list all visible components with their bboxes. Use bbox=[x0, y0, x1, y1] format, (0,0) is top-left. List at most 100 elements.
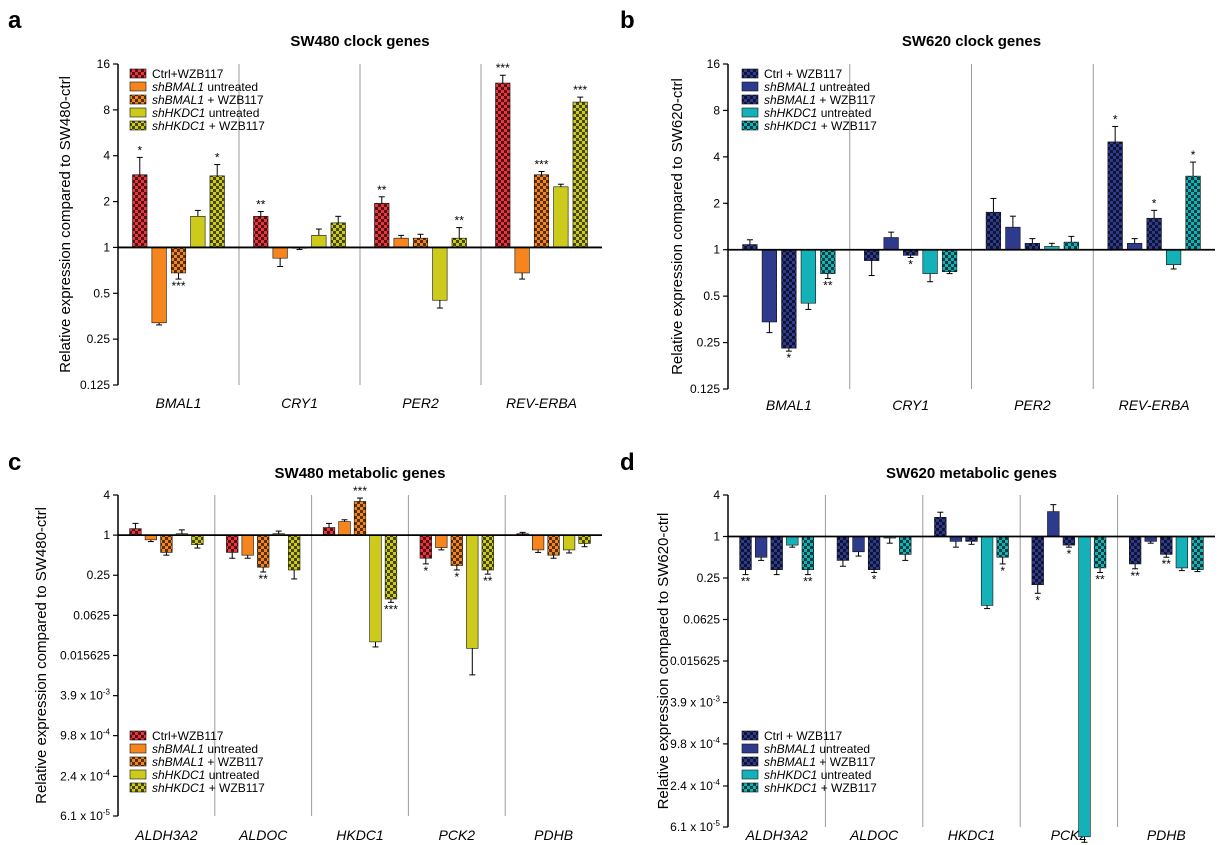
bar bbox=[801, 536, 815, 570]
bar bbox=[435, 534, 448, 548]
bar bbox=[384, 534, 398, 600]
legend-swatch bbox=[129, 94, 147, 105]
panel-letter: d bbox=[620, 449, 635, 476]
bar bbox=[1146, 217, 1162, 251]
bar bbox=[257, 534, 270, 568]
bar bbox=[553, 186, 569, 248]
y-tick-label: 9.8 x 10-4 bbox=[670, 736, 720, 751]
significance-label: *** bbox=[171, 279, 185, 293]
significance-label: *** bbox=[534, 158, 548, 172]
bar bbox=[883, 237, 899, 251]
bar bbox=[739, 536, 752, 570]
panel-letter: b bbox=[620, 7, 635, 34]
significance-label: * bbox=[454, 570, 459, 584]
significance-label: *** bbox=[573, 83, 587, 97]
y-tick-label: 1 bbox=[713, 529, 720, 543]
bar bbox=[1093, 536, 1107, 569]
legend-swatch bbox=[741, 107, 759, 118]
legend-entry: shHKDC1 + WZB117 bbox=[152, 781, 265, 795]
x-category-label: PER2 bbox=[1014, 397, 1051, 413]
significance-label: * bbox=[1000, 564, 1005, 578]
legend-swatch bbox=[129, 782, 147, 793]
y-tick-label: 9.8 x 10-4 bbox=[60, 728, 110, 743]
bar bbox=[1175, 536, 1189, 569]
bar bbox=[1185, 175, 1201, 251]
significance-label: * bbox=[1191, 148, 1196, 162]
bar bbox=[836, 536, 850, 561]
legend-entry: shBMAL1 + WZB117 bbox=[152, 755, 264, 769]
bar bbox=[578, 534, 591, 544]
y-tick-label: 0.0625 bbox=[73, 608, 110, 622]
y-axis-label: Relative expression compared to SW480-ct… bbox=[57, 76, 74, 373]
bar bbox=[1107, 141, 1123, 251]
legend-swatch bbox=[129, 68, 147, 79]
bar bbox=[466, 534, 479, 649]
y-tick-label: 0.25 bbox=[697, 571, 721, 585]
y-tick-label: 4 bbox=[103, 488, 110, 502]
y-tick-label: 16 bbox=[97, 57, 111, 71]
bar bbox=[330, 222, 346, 248]
x-category-label: BMAL1 bbox=[156, 395, 202, 411]
bar bbox=[353, 501, 367, 536]
legend-entry: shBMAL1 untreated bbox=[764, 742, 870, 756]
y-tick-label: 4 bbox=[713, 150, 720, 164]
y-tick-label: 6.1 x 10-5 bbox=[60, 808, 110, 823]
bar bbox=[996, 536, 1009, 558]
significance-label: *** bbox=[353, 484, 367, 498]
significance-label: ** bbox=[483, 574, 493, 588]
bar bbox=[980, 536, 994, 606]
bar bbox=[800, 249, 816, 304]
legend-swatch bbox=[129, 769, 147, 780]
significance-label: ** bbox=[377, 183, 387, 197]
legend-swatch bbox=[741, 730, 759, 741]
chart-title: SW620 metabolic genes bbox=[886, 465, 1057, 482]
bar bbox=[761, 249, 778, 323]
bar bbox=[451, 237, 467, 248]
bar bbox=[1127, 243, 1143, 251]
y-tick-label: 1 bbox=[103, 240, 110, 254]
bar bbox=[369, 534, 382, 643]
bar bbox=[129, 528, 142, 536]
y-tick-label: 8 bbox=[103, 103, 110, 117]
y-tick-label: 3.9 x 10-3 bbox=[60, 688, 110, 703]
bar bbox=[562, 534, 576, 551]
legend-entry: shHKDC1 untreated bbox=[764, 106, 871, 120]
significance-label: * bbox=[215, 151, 220, 165]
y-tick-label: 1 bbox=[713, 243, 720, 257]
significance-label: ** bbox=[823, 279, 833, 293]
legend-entry: shBMAL1 + WZB117 bbox=[764, 93, 876, 107]
bar bbox=[754, 536, 768, 558]
y-tick-label: 0.015625 bbox=[670, 654, 720, 668]
bar bbox=[191, 534, 204, 545]
x-category-label: ALDOC bbox=[849, 827, 899, 843]
x-category-label: CRY1 bbox=[281, 395, 318, 411]
legend-entry: Ctrl+WZB117 bbox=[152, 729, 224, 743]
significance-label: * bbox=[872, 573, 877, 587]
significance-label: ** bbox=[1162, 557, 1172, 571]
legend-swatch bbox=[741, 68, 759, 79]
bar bbox=[272, 247, 288, 259]
significance-label: * bbox=[908, 258, 913, 272]
legend-entry: shHKDC1 untreated bbox=[764, 768, 871, 782]
bar bbox=[288, 534, 301, 571]
legend-swatch bbox=[741, 94, 759, 105]
significance-label: * bbox=[787, 351, 792, 365]
bar bbox=[934, 516, 947, 537]
bar bbox=[1047, 511, 1060, 537]
bar bbox=[393, 237, 409, 248]
legend-swatch bbox=[129, 81, 147, 92]
y-tick-label: 0.25 bbox=[87, 568, 111, 582]
chart-title: SW480 clock genes bbox=[290, 33, 429, 50]
significance-label: * bbox=[1035, 593, 1040, 607]
bar bbox=[190, 216, 206, 248]
y-tick-label: 0.5 bbox=[703, 289, 720, 303]
legend-entry: shBMAL1 untreated bbox=[152, 80, 258, 94]
legend-swatch bbox=[741, 81, 759, 92]
bar bbox=[170, 247, 187, 274]
legend-swatch bbox=[741, 743, 759, 754]
legend-swatch bbox=[129, 730, 147, 741]
bar bbox=[1078, 536, 1091, 838]
significance-label: * bbox=[1152, 196, 1157, 210]
bar bbox=[547, 534, 560, 556]
significance-label: *** bbox=[496, 61, 510, 75]
